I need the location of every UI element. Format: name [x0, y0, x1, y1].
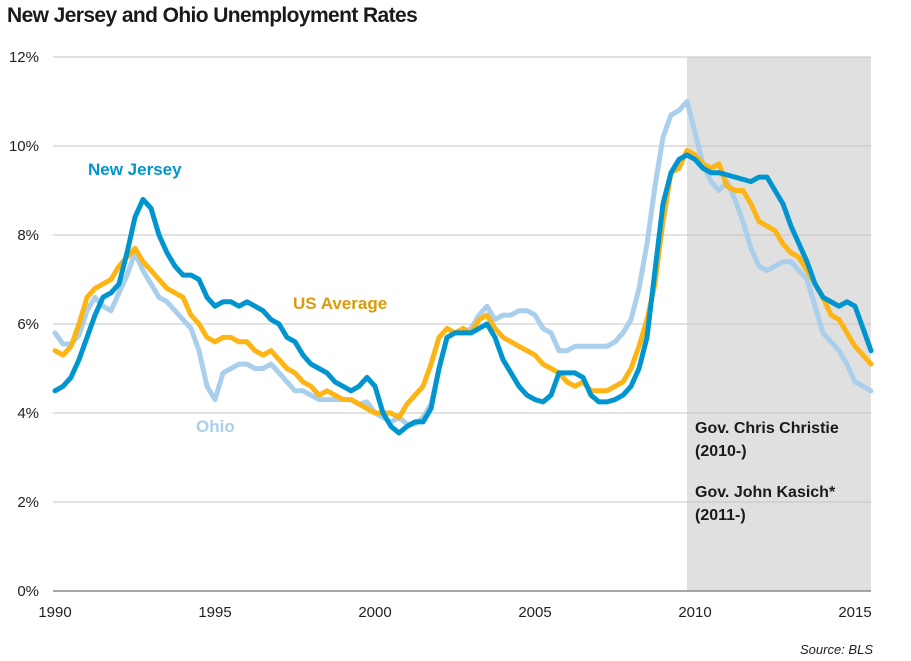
y-tick-label: 8% — [17, 227, 39, 244]
y-tick-label: 4% — [17, 405, 39, 422]
x-tick-label: 2015 — [838, 604, 871, 621]
x-tick-label: 2005 — [518, 604, 551, 621]
annotation-kasich-name: Gov. John Kasich* — [695, 484, 836, 501]
annotation-christie: Gov. Chris Christie (2010-) — [695, 420, 839, 460]
annotation-christie-term: (2010-) — [695, 443, 747, 460]
x-tick-label: 1990 — [38, 604, 71, 621]
y-tick-label: 12% — [9, 49, 39, 66]
gridlines — [53, 56, 871, 592]
series-line-us-average — [52, 147, 874, 420]
y-tick-label: 10% — [9, 138, 39, 155]
x-axis: 1990 1995 2000 2005 2010 2015 — [38, 604, 871, 621]
y-axis: 0% 2% 4% 6% 8% 10% 12% — [9, 49, 39, 600]
annotation-kasich: Gov. John Kasich* (2011-) — [695, 484, 836, 524]
series-line-new-jersey — [52, 152, 874, 436]
series-label-us-average: US Average — [293, 294, 387, 313]
annotation-christie-name: Gov. Chris Christie — [695, 420, 839, 437]
annotation-kasich-term: (2011-) — [695, 507, 746, 524]
y-tick-label: 0% — [17, 583, 39, 600]
series-lines — [52, 99, 874, 436]
chart-title: New Jersey and Ohio Unemployment Rates — [7, 4, 418, 27]
y-tick-label: 6% — [17, 316, 39, 333]
x-tick-label: 2010 — [678, 604, 711, 621]
series-label-ohio: Ohio — [196, 417, 235, 436]
x-tick-label: 1995 — [198, 604, 231, 621]
y-tick-label: 2% — [17, 494, 39, 511]
x-tick-label: 2000 — [358, 604, 391, 621]
series-label-new-jersey: New Jersey — [88, 160, 182, 179]
source-note: Source: BLS — [800, 642, 873, 657]
